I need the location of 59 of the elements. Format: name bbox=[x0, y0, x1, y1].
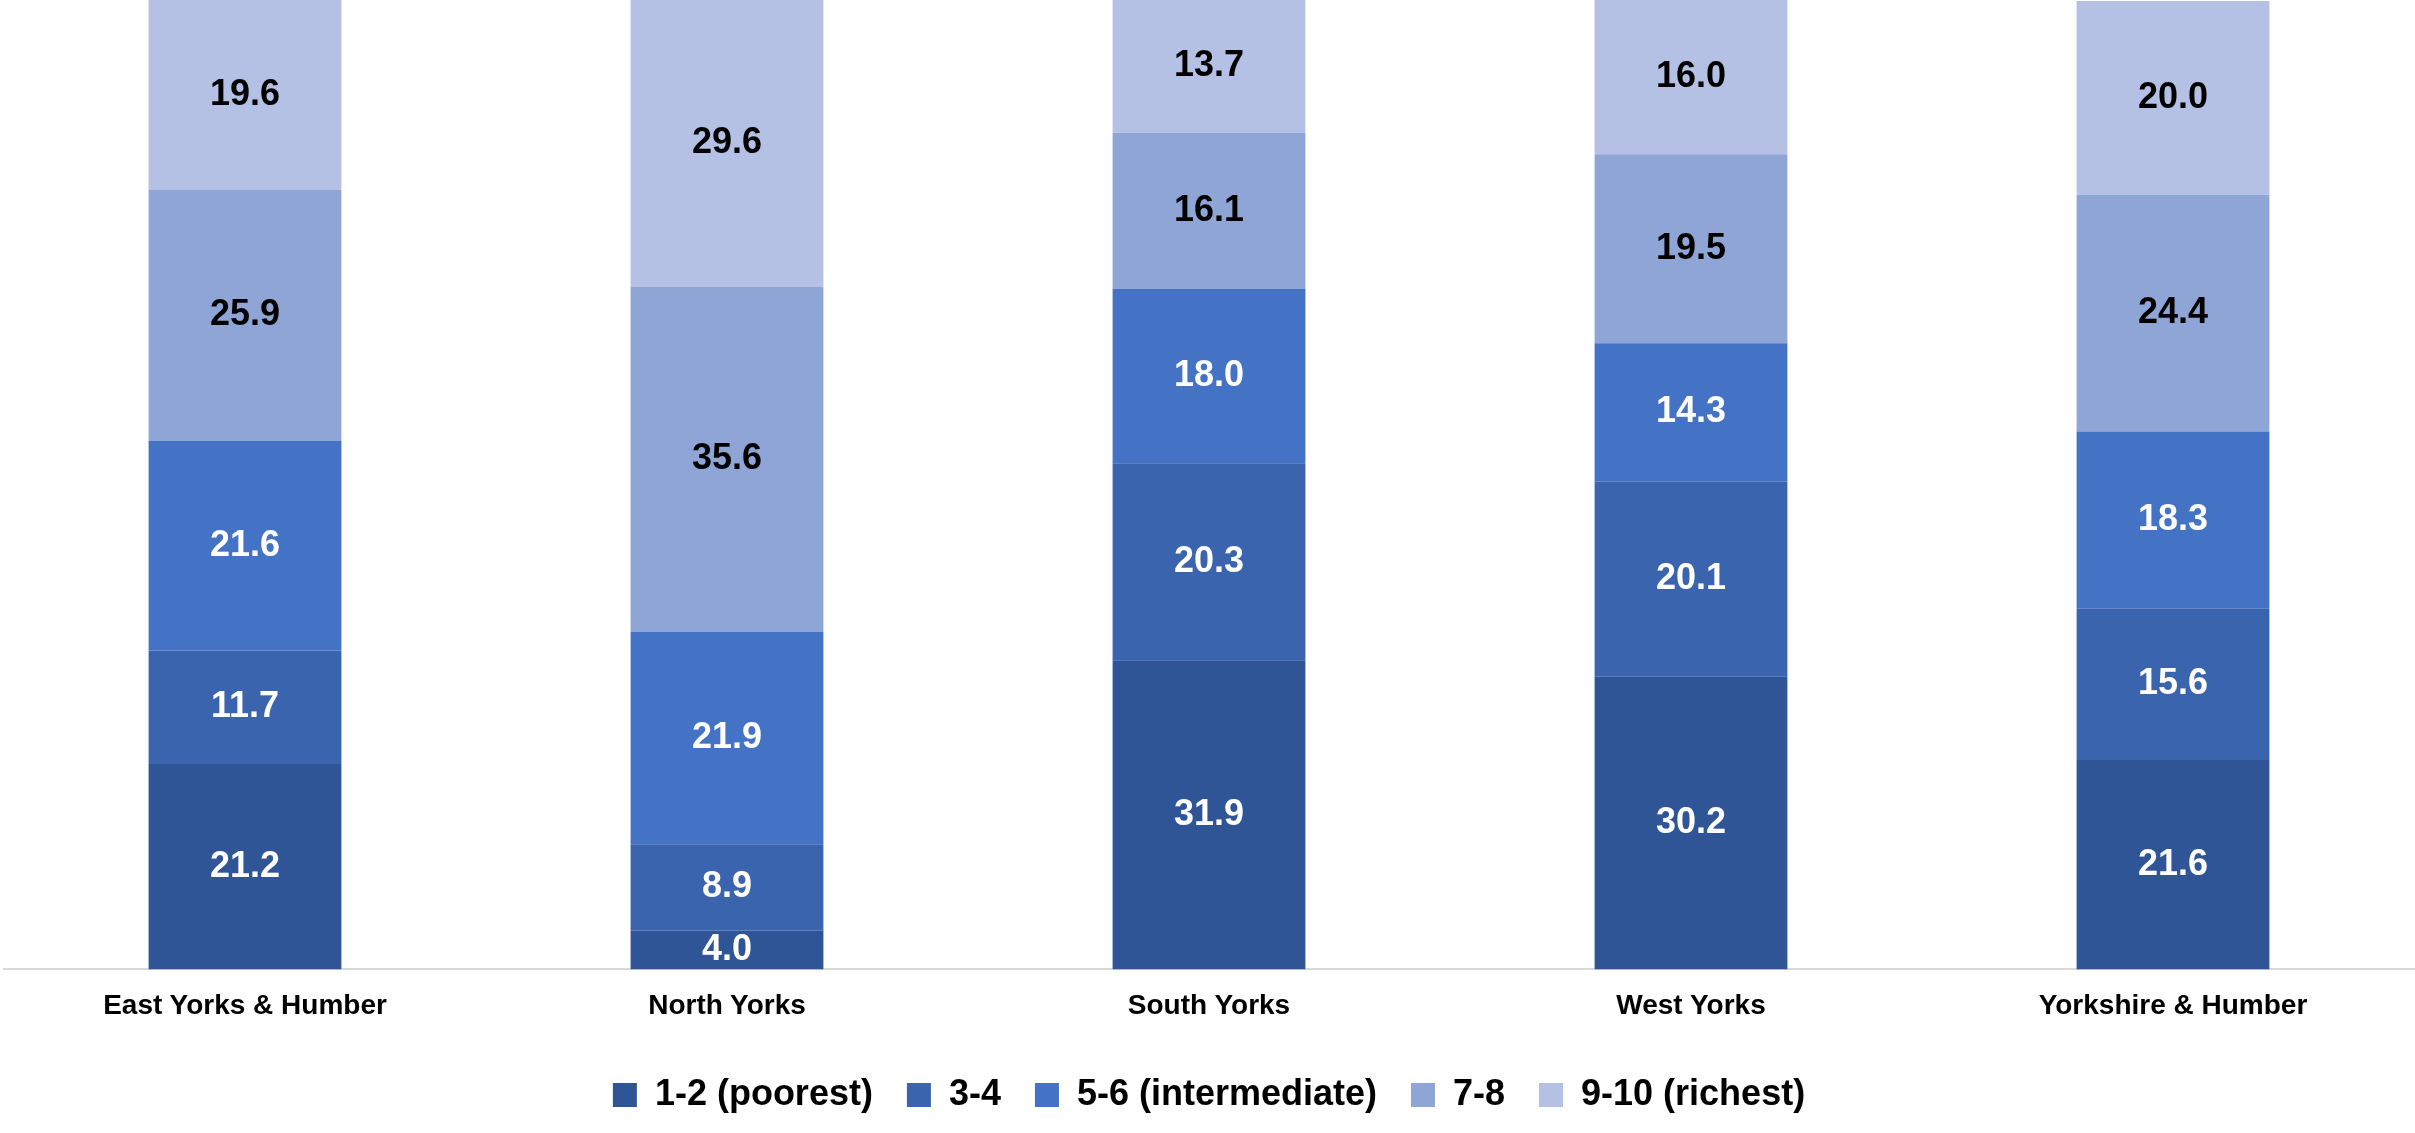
bar bbox=[2076, 431, 2270, 609]
bar bbox=[1112, 463, 1306, 661]
x-tick-label: North Yorks bbox=[648, 988, 806, 1020]
bar bbox=[1112, 132, 1306, 289]
data-label: 21.6 bbox=[209, 522, 281, 564]
bar bbox=[630, 844, 824, 931]
bar bbox=[148, 0, 342, 190]
bar bbox=[1594, 343, 1788, 482]
bar bbox=[2076, 608, 2270, 761]
data-label: 14.3 bbox=[1655, 389, 1727, 431]
bar bbox=[1112, 660, 1306, 970]
bar bbox=[2076, 194, 2270, 432]
data-label: 16.0 bbox=[1655, 53, 1727, 95]
data-label: 30.2 bbox=[1655, 799, 1727, 841]
data-label: 18.0 bbox=[1173, 353, 1245, 395]
legend-label: 9-10 (richest) bbox=[1581, 1071, 1806, 1113]
legend-label: 3-4 bbox=[948, 1071, 1001, 1113]
bar bbox=[630, 0, 824, 287]
data-label: 31.9 bbox=[1173, 791, 1245, 833]
data-label: 11.7 bbox=[210, 684, 280, 726]
bar bbox=[1594, 481, 1788, 677]
data-label: 19.5 bbox=[1655, 225, 1727, 267]
x-tick-label: South Yorks bbox=[1127, 988, 1291, 1020]
data-label: 18.3 bbox=[2137, 497, 2209, 539]
bar bbox=[630, 632, 824, 845]
legend-label: 7-8 bbox=[1453, 1071, 1506, 1113]
data-label: 29.6 bbox=[691, 120, 763, 162]
data-label: 4.0 bbox=[701, 926, 753, 968]
data-label: 19.6 bbox=[209, 71, 281, 113]
bar bbox=[1594, 0, 1788, 155]
x-tick-label: Yorkshire & Humber bbox=[2038, 988, 2308, 1020]
bar bbox=[2076, 760, 2270, 970]
legend-label: 5-6 (intermediate) bbox=[1076, 1071, 1378, 1113]
bar bbox=[148, 650, 342, 764]
bar bbox=[1594, 676, 1788, 970]
x-tick-label: East Yorks & Humber bbox=[103, 988, 387, 1020]
data-label: 21.6 bbox=[2137, 841, 2209, 883]
data-label: 25.9 bbox=[209, 292, 281, 334]
legend-label: 1-2 (poorest) bbox=[654, 1071, 873, 1113]
data-label: 13.7 bbox=[1173, 43, 1245, 85]
bar bbox=[148, 763, 342, 970]
data-label: 35.6 bbox=[691, 436, 763, 478]
data-label: 21.2 bbox=[209, 843, 281, 885]
bar bbox=[630, 286, 824, 633]
x-tick-label: West Yorks bbox=[1616, 988, 1766, 1020]
bar bbox=[148, 190, 342, 442]
bar bbox=[1594, 154, 1788, 344]
data-label: 24.4 bbox=[2137, 290, 2209, 332]
data-label: 8.9 bbox=[701, 864, 753, 906]
data-label: 20.1 bbox=[1655, 556, 1727, 598]
bar bbox=[1112, 0, 1306, 133]
data-label: 20.3 bbox=[1173, 538, 1245, 580]
bar bbox=[2076, 0, 2270, 195]
bar bbox=[1112, 288, 1306, 464]
data-label: 21.9 bbox=[691, 715, 763, 757]
data-label: 15.6 bbox=[2137, 661, 2209, 703]
data-label: 16.1 bbox=[1173, 187, 1245, 229]
bar bbox=[148, 441, 342, 651]
data-label: 20.0 bbox=[2137, 74, 2209, 116]
